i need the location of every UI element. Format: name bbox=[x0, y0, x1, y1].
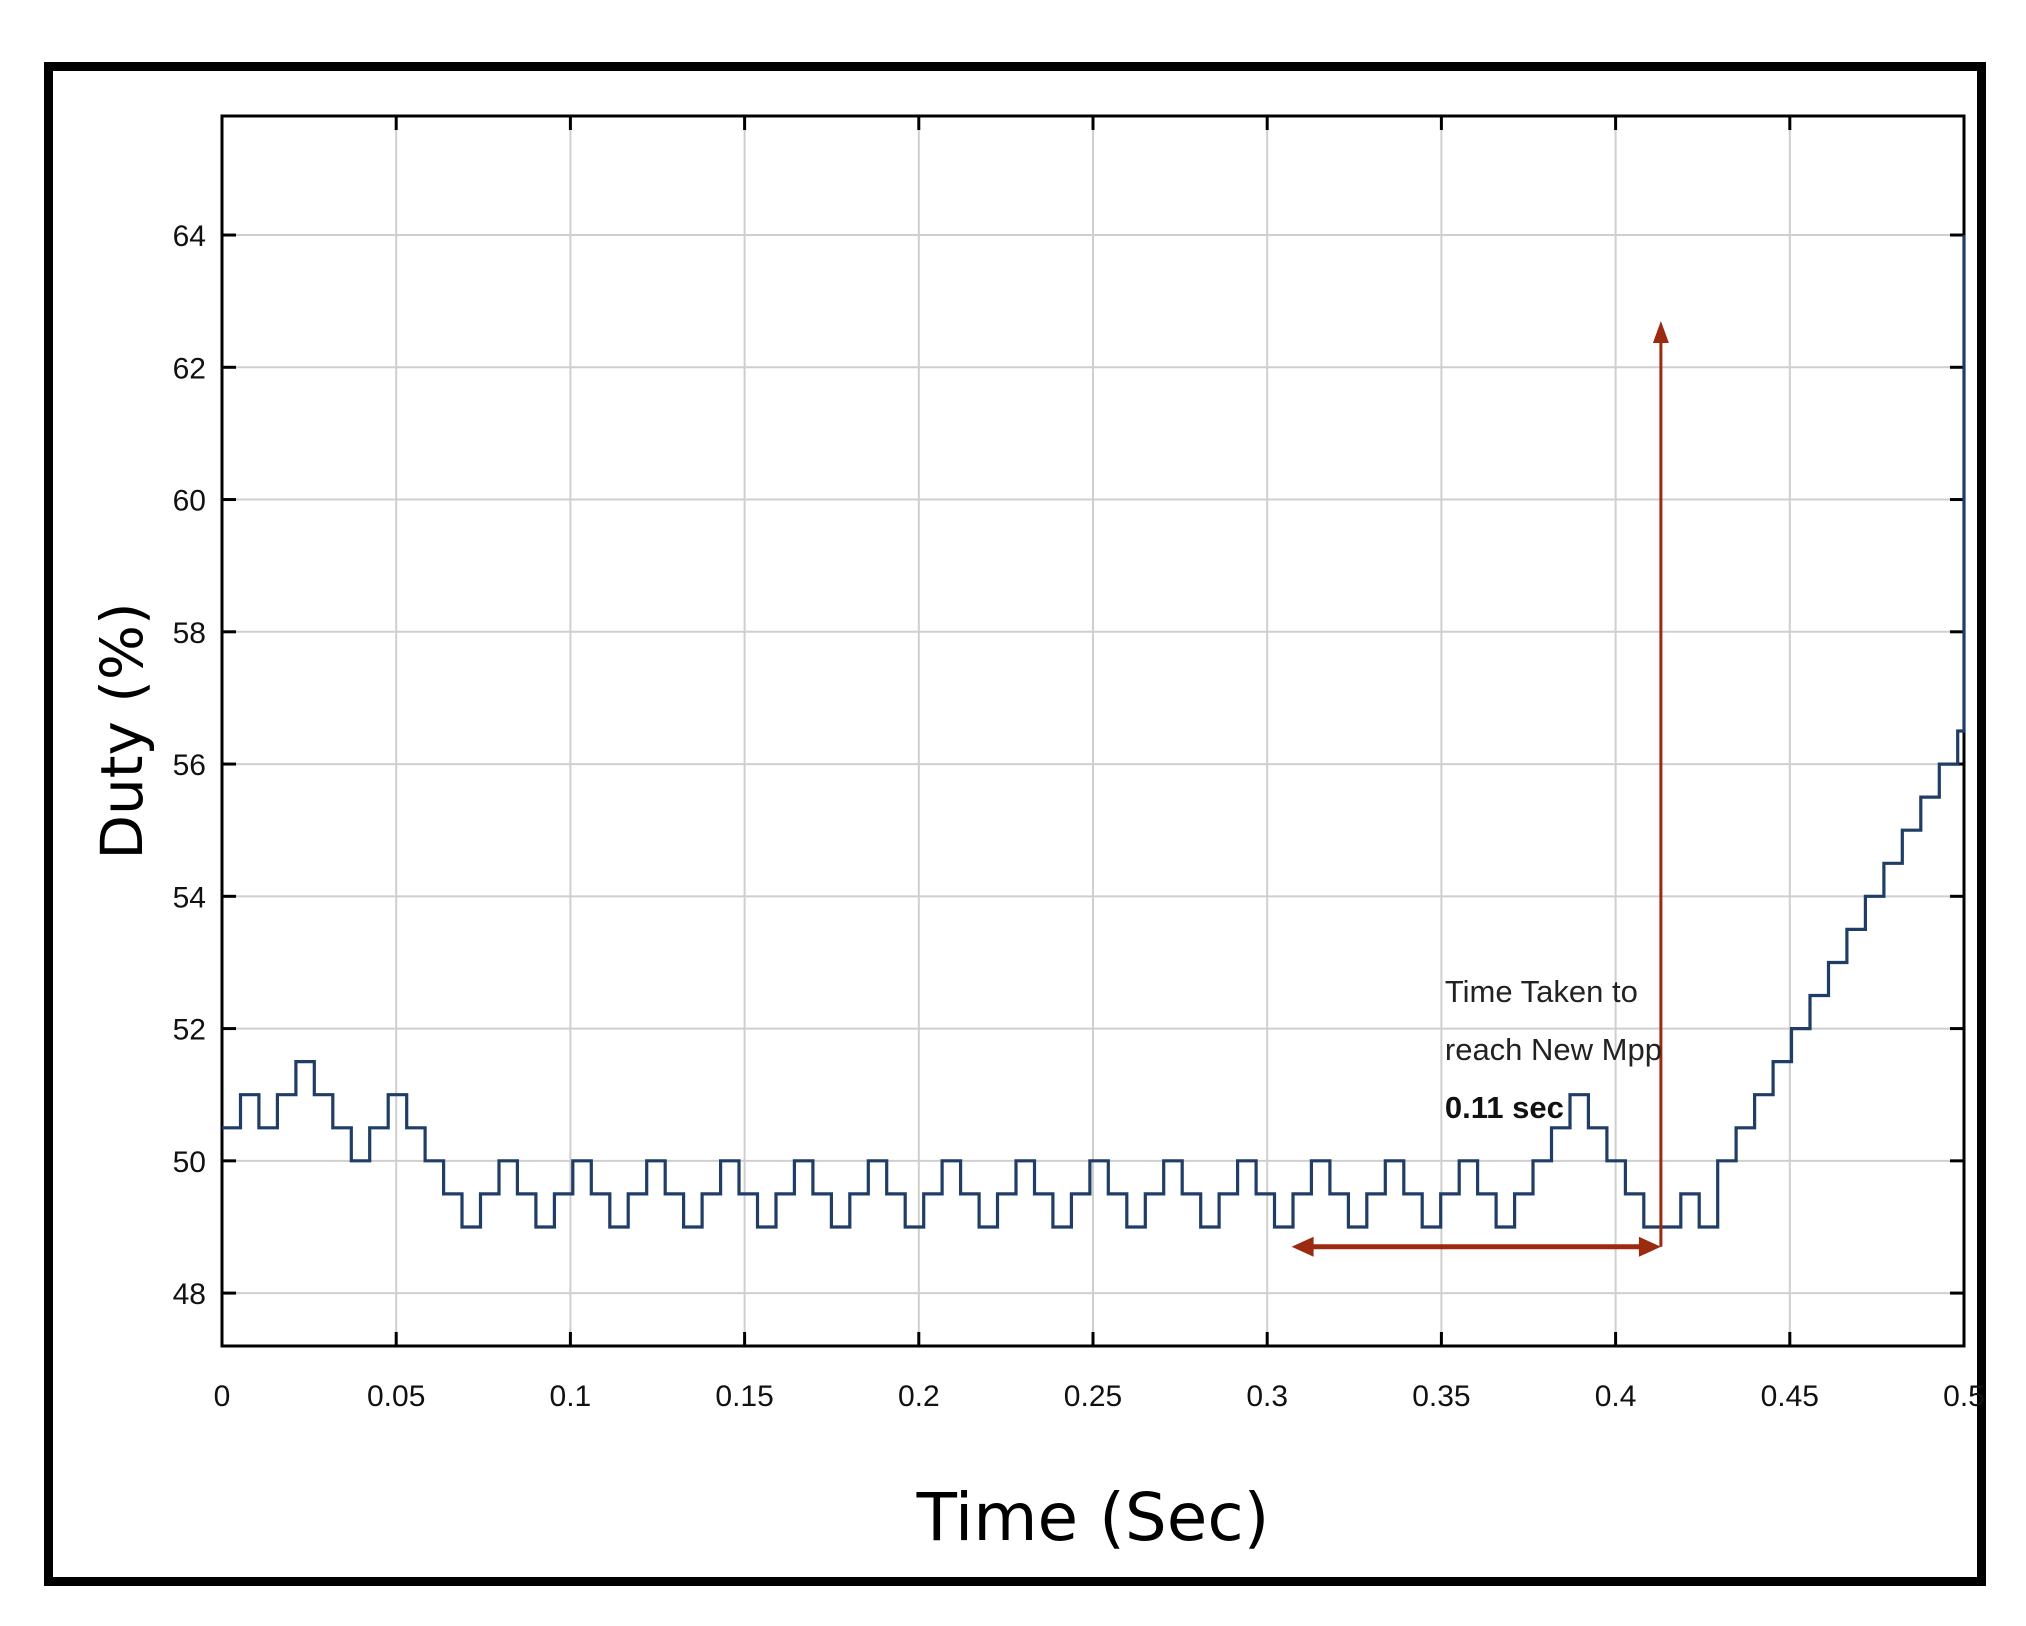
x-tick-label: 0.15 bbox=[715, 1380, 773, 1413]
arrow-head-left bbox=[1291, 1236, 1314, 1257]
tick-marks bbox=[220, 116, 1966, 1346]
annotation-line: 0.11 sec bbox=[1445, 1090, 1564, 1125]
x-tick-label: 0.4 bbox=[1595, 1380, 1637, 1413]
y-tick-label: 52 bbox=[173, 1014, 206, 1047]
x-tick-label: 0.2 bbox=[898, 1380, 940, 1413]
y-tick-label: 58 bbox=[173, 617, 206, 650]
y-tick-label: 62 bbox=[173, 352, 206, 385]
y-tick-label: 48 bbox=[173, 1278, 206, 1311]
x-tick-label: 0.3 bbox=[1246, 1380, 1288, 1413]
y-tick-label: 56 bbox=[173, 749, 206, 782]
y-axis-title: Duty (%) bbox=[88, 602, 156, 859]
x-tick-label: 0.5 bbox=[1943, 1380, 1985, 1413]
arrow-head-up bbox=[1652, 321, 1669, 343]
x-tick-label: 0.1 bbox=[550, 1380, 592, 1413]
annotation-line: reach New Mpp bbox=[1445, 1032, 1662, 1067]
y-tick-labels: 48 50 52 54 56 58 60 62 64 bbox=[173, 220, 206, 1311]
series-line-duty bbox=[222, 235, 1966, 1229]
y-tick-label: 50 bbox=[173, 1146, 206, 1179]
y-tick-label: 60 bbox=[173, 485, 206, 518]
annotation-line: Time Taken to bbox=[1445, 974, 1638, 1009]
y-tick-label: 54 bbox=[173, 881, 206, 914]
arrow-head-right bbox=[1638, 1236, 1661, 1257]
arrows bbox=[1291, 321, 1669, 1257]
x-tick-label: 0.25 bbox=[1064, 1380, 1122, 1413]
x-tick-label: 0 bbox=[214, 1380, 231, 1413]
annotation: Time Taken to reach New Mpp 0.11 sec bbox=[1445, 974, 1662, 1125]
y-tick-label: 64 bbox=[173, 220, 206, 253]
x-tick-label: 0.05 bbox=[367, 1380, 425, 1413]
x-tick-labels: 0 0.05 0.1 0.15 0.2 0.25 0.3 0.35 0.4 0.45 0.5 bbox=[214, 1380, 1985, 1413]
x-tick-label: 0.45 bbox=[1761, 1380, 1819, 1413]
x-tick-label: 0.35 bbox=[1412, 1380, 1470, 1413]
x-axis-title: Time (Sec) bbox=[916, 1479, 1270, 1556]
